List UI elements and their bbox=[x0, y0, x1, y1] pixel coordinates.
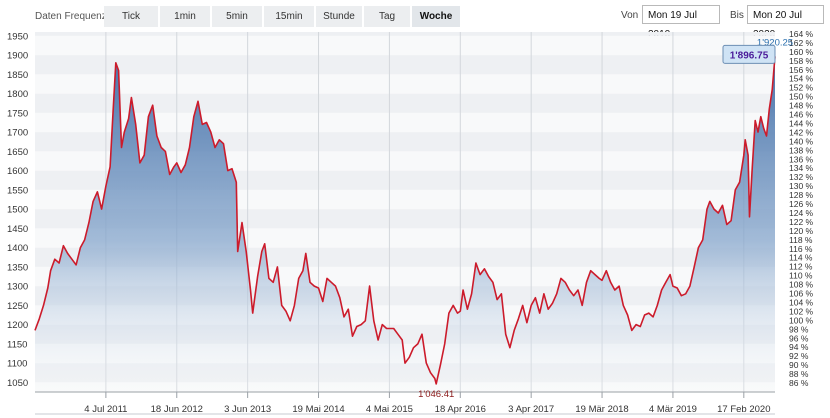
y-right-tick-label: 110 % bbox=[789, 271, 813, 281]
y-left-tick-label: 1250 bbox=[7, 301, 28, 312]
y-right-tick-label: 86 % bbox=[789, 378, 809, 388]
y-left-tick-label: 1400 bbox=[7, 243, 28, 254]
y-right-tick-label: 132 % bbox=[789, 172, 814, 182]
y-right-tick-label: 120 % bbox=[789, 226, 814, 236]
chart-band bbox=[35, 32, 775, 36]
frequency-tick-button[interactable]: Tick bbox=[104, 6, 158, 27]
x-tick-label: 18 Apr 2016 bbox=[435, 404, 486, 415]
from-label: Von bbox=[621, 10, 639, 21]
y-left-tick-label: 1300 bbox=[7, 282, 28, 293]
frequency-buttons: Tick 1min 5min 15min Stunde Tag Woche bbox=[104, 6, 460, 27]
y-right-tick-label: 88 % bbox=[789, 369, 809, 379]
y-right-tick-label: 146 % bbox=[789, 110, 814, 120]
y-left-tick-label: 1950 bbox=[7, 31, 28, 42]
y-left-tick-label: 1150 bbox=[7, 339, 27, 350]
frequency-stunde-button[interactable]: Stunde bbox=[316, 6, 362, 27]
y-right-tick-label: 144 % bbox=[789, 118, 814, 128]
to-label: Bis bbox=[730, 10, 744, 21]
y-axis-right: 164 %162 %160 %158 %156 %154 %152 %150 %… bbox=[789, 29, 814, 388]
y-right-tick-label: 136 % bbox=[789, 154, 814, 164]
y-left-tick-label: 1700 bbox=[7, 128, 28, 139]
y-right-tick-label: 118 % bbox=[789, 235, 813, 245]
chart-band bbox=[35, 93, 775, 113]
x-tick-label: 4 Mai 2015 bbox=[366, 404, 413, 415]
x-tick-label: 3 Apr 2017 bbox=[508, 404, 554, 415]
frequency-woche-button[interactable]: Woche bbox=[412, 6, 460, 27]
y-right-tick-label: 142 % bbox=[789, 127, 814, 137]
y-left-tick-label: 1750 bbox=[7, 108, 28, 119]
min-value-label: 1'046.41 bbox=[418, 389, 454, 400]
y-right-tick-label: 112 % bbox=[789, 262, 813, 272]
y-right-tick-label: 150 % bbox=[789, 92, 814, 102]
y-right-tick-label: 106 % bbox=[789, 289, 814, 299]
y-right-tick-label: 140 % bbox=[789, 136, 814, 146]
frequency-label: Daten Frequenz bbox=[35, 11, 107, 22]
x-axis: 4 Jul 2011 18 Jun 2012 3 Jun 2013 19 Mai 20… bbox=[35, 391, 775, 415]
y-right-tick-label: 134 % bbox=[789, 163, 814, 173]
y-right-tick-label: 152 % bbox=[789, 83, 814, 93]
y-left-tick-label: 1050 bbox=[7, 378, 28, 389]
y-right-tick-label: 164 % bbox=[789, 29, 814, 39]
y-right-tick-label: 126 % bbox=[789, 199, 814, 209]
y-right-tick-label: 154 % bbox=[789, 74, 814, 84]
y-right-tick-label: 122 % bbox=[789, 217, 814, 227]
y-right-tick-label: 90 % bbox=[789, 360, 809, 370]
x-tick-label: 4 Jul 2011 bbox=[84, 404, 127, 415]
annotations: 1'920.25 1'046.41 1'896.75 bbox=[418, 37, 793, 400]
y-right-tick-label: 158 % bbox=[789, 56, 814, 66]
y-left-tick-label: 1650 bbox=[7, 147, 28, 158]
y-left-tick-label: 1350 bbox=[7, 262, 28, 273]
y-right-tick-label: 156 % bbox=[789, 65, 814, 75]
chart-band bbox=[35, 35, 775, 56]
y-right-tick-label: 98 % bbox=[789, 324, 809, 334]
y-right-tick-label: 104 % bbox=[789, 297, 814, 307]
chart-band bbox=[35, 74, 775, 94]
to-date-input[interactable]: Mon 20 Jul 2020 bbox=[747, 5, 824, 40]
y-right-tick-label: 128 % bbox=[789, 190, 814, 200]
last-value-badge bbox=[722, 44, 776, 64]
series-area bbox=[35, 56, 775, 393]
x-tick-label: 19 Mär 2018 bbox=[575, 404, 628, 415]
x-tick-label: 17 Feb 2020 bbox=[717, 404, 770, 415]
x-tick-label: 18 Jun 2012 bbox=[151, 404, 203, 415]
frequency-tag-button[interactable]: Tag bbox=[364, 6, 410, 27]
y-left-tick-label: 1900 bbox=[7, 51, 28, 62]
y-left-tick-label: 1600 bbox=[7, 166, 28, 177]
y-right-tick-label: 160 % bbox=[789, 47, 814, 57]
y-left-tick-label: 1100 bbox=[7, 359, 27, 370]
y-right-tick-label: 96 % bbox=[789, 333, 809, 343]
y-right-tick-label: 130 % bbox=[789, 181, 814, 191]
y-left-tick-label: 1450 bbox=[7, 224, 28, 235]
y-right-tick-label: 108 % bbox=[789, 280, 814, 290]
frequency-1min-button[interactable]: 1min bbox=[160, 6, 210, 27]
frequency-5min-button[interactable]: 5min bbox=[212, 6, 262, 27]
y-right-tick-label: 124 % bbox=[789, 208, 814, 218]
y-right-tick-label: 162 % bbox=[789, 38, 814, 48]
frequency-15min-button[interactable]: 15min bbox=[264, 6, 314, 27]
toolbar: Daten Frequenz Tick 1min 5min 15min Stun… bbox=[0, 0, 830, 40]
y-right-tick-label: 102 % bbox=[789, 306, 814, 316]
last-value-label: 1'896.75 bbox=[730, 50, 769, 61]
y-right-tick-label: 92 % bbox=[789, 351, 809, 361]
y-axis-left: 1050 1100 1150 1200 1250 1300 1350 1400 1450 1500… bbox=[7, 31, 28, 389]
y-left-tick-label: 1200 bbox=[7, 320, 28, 331]
chart-band bbox=[35, 55, 775, 75]
max-value-label: 1'920.25 bbox=[757, 37, 793, 48]
y-left-tick-label: 1800 bbox=[7, 89, 28, 100]
y-right-tick-label: 114 % bbox=[789, 253, 813, 263]
y-right-tick-label: 148 % bbox=[789, 101, 814, 111]
y-right-tick-label: 116 % bbox=[789, 244, 813, 254]
y-right-tick-label: 94 % bbox=[789, 342, 809, 352]
y-left-tick-label: 1550 bbox=[7, 185, 28, 196]
y-left-tick-label: 1850 bbox=[7, 70, 28, 81]
series-line bbox=[34, 56, 776, 385]
y-right-tick-label: 138 % bbox=[789, 145, 814, 155]
chart-band bbox=[35, 112, 775, 133]
y-right-tick-label: 100 % bbox=[789, 315, 814, 325]
x-tick-label: 19 Mai 2014 bbox=[292, 404, 344, 415]
x-tick-label: 4 Mär 2019 bbox=[649, 404, 697, 415]
x-tick-label: 3 Jun 2013 bbox=[224, 404, 271, 415]
y-left-tick-label: 1500 bbox=[7, 205, 28, 216]
